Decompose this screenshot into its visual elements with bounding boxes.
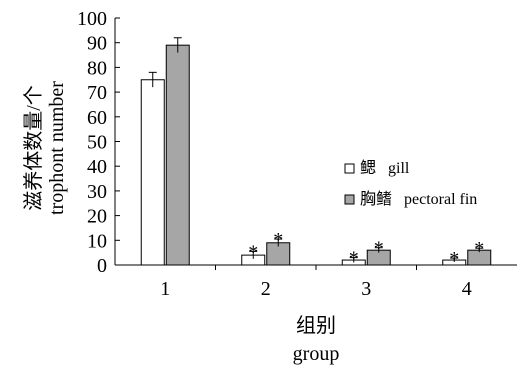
bar [140, 79, 165, 266]
legend-label-pectoral-fin: 胸鳍 pectoral fin [360, 190, 477, 208]
y-tick-label: 30 [87, 181, 107, 203]
x-axis-label-en: group [293, 343, 340, 365]
significance-marker: * [474, 238, 484, 260]
y-axis-label-cn: 滋养体数量/个 [22, 85, 45, 211]
x-tick-label: 3 [361, 278, 371, 300]
y-tick-label: 40 [87, 156, 107, 178]
significance-marker: * [349, 248, 359, 270]
y-tick-label: 50 [87, 132, 107, 154]
bars: * * * * * * [140, 37, 492, 270]
y-tick-label: 60 [87, 107, 107, 129]
y-axis-label-en: trophont number [46, 81, 68, 215]
y-tick-label: 100 [77, 8, 107, 30]
legend-label-gill: 鳃 gill [360, 159, 410, 177]
y-tick-label: 0 [97, 255, 107, 277]
bar [165, 44, 190, 266]
y-tick-label: 10 [87, 230, 107, 252]
legend-swatch-gill [344, 163, 355, 174]
x-tick-label: 4 [462, 278, 472, 300]
significance-marker: * [248, 241, 258, 263]
x-ticks: 1 2 3 4 [160, 265, 472, 300]
y-tick-label: 70 [87, 82, 107, 104]
x-axis-label-cn: 组别 [296, 314, 336, 337]
significance-marker: * [449, 248, 459, 270]
x-tick-label: 2 [261, 278, 271, 300]
significance-marker: * [273, 229, 283, 251]
y-tick-label: 90 [87, 33, 107, 55]
legend-swatch-pectoral-fin [344, 194, 355, 205]
x-tick-label: 1 [160, 278, 170, 300]
legend: 鳃 gill 胸鳍 pectoral fin [344, 159, 477, 208]
y-tick-label: 80 [87, 57, 107, 79]
significance-marker: * [374, 238, 384, 260]
y-tick-label: 20 [87, 206, 107, 228]
